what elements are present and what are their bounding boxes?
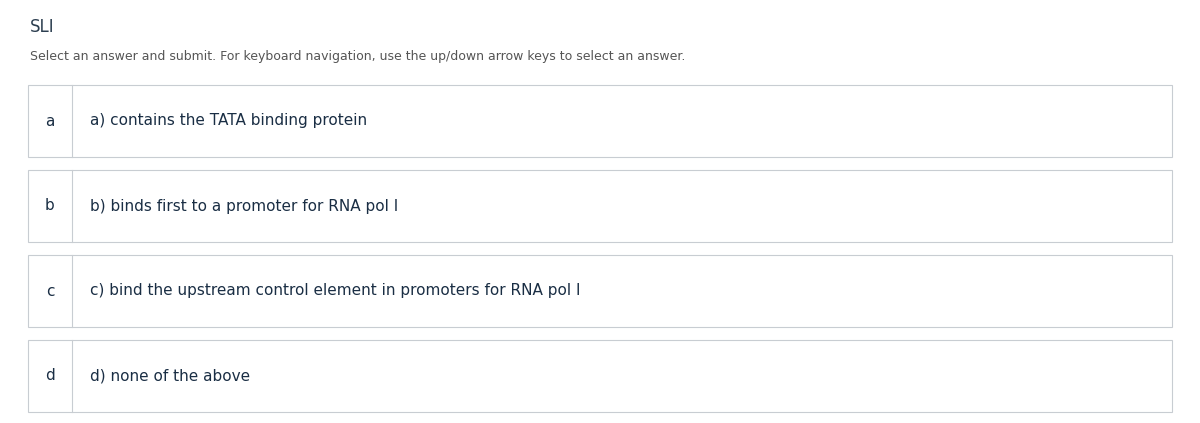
Text: SLI: SLI xyxy=(30,18,55,36)
Bar xyxy=(28,255,1172,327)
Bar xyxy=(28,170,1172,242)
Text: b: b xyxy=(46,198,55,214)
Text: b) binds first to a promoter for RNA pol I: b) binds first to a promoter for RNA pol… xyxy=(90,198,398,214)
Text: c) bind the upstream control element in promoters for RNA pol I: c) bind the upstream control element in … xyxy=(90,283,581,299)
Bar xyxy=(28,340,1172,412)
Bar xyxy=(28,85,1172,157)
Text: c: c xyxy=(46,283,54,299)
Text: a) contains the TATA binding protein: a) contains the TATA binding protein xyxy=(90,113,367,129)
Text: d) none of the above: d) none of the above xyxy=(90,368,250,384)
Text: Select an answer and submit. For keyboard navigation, use the up/down arrow keys: Select an answer and submit. For keyboar… xyxy=(30,50,685,63)
Text: d: d xyxy=(46,368,55,384)
Text: a: a xyxy=(46,113,55,129)
